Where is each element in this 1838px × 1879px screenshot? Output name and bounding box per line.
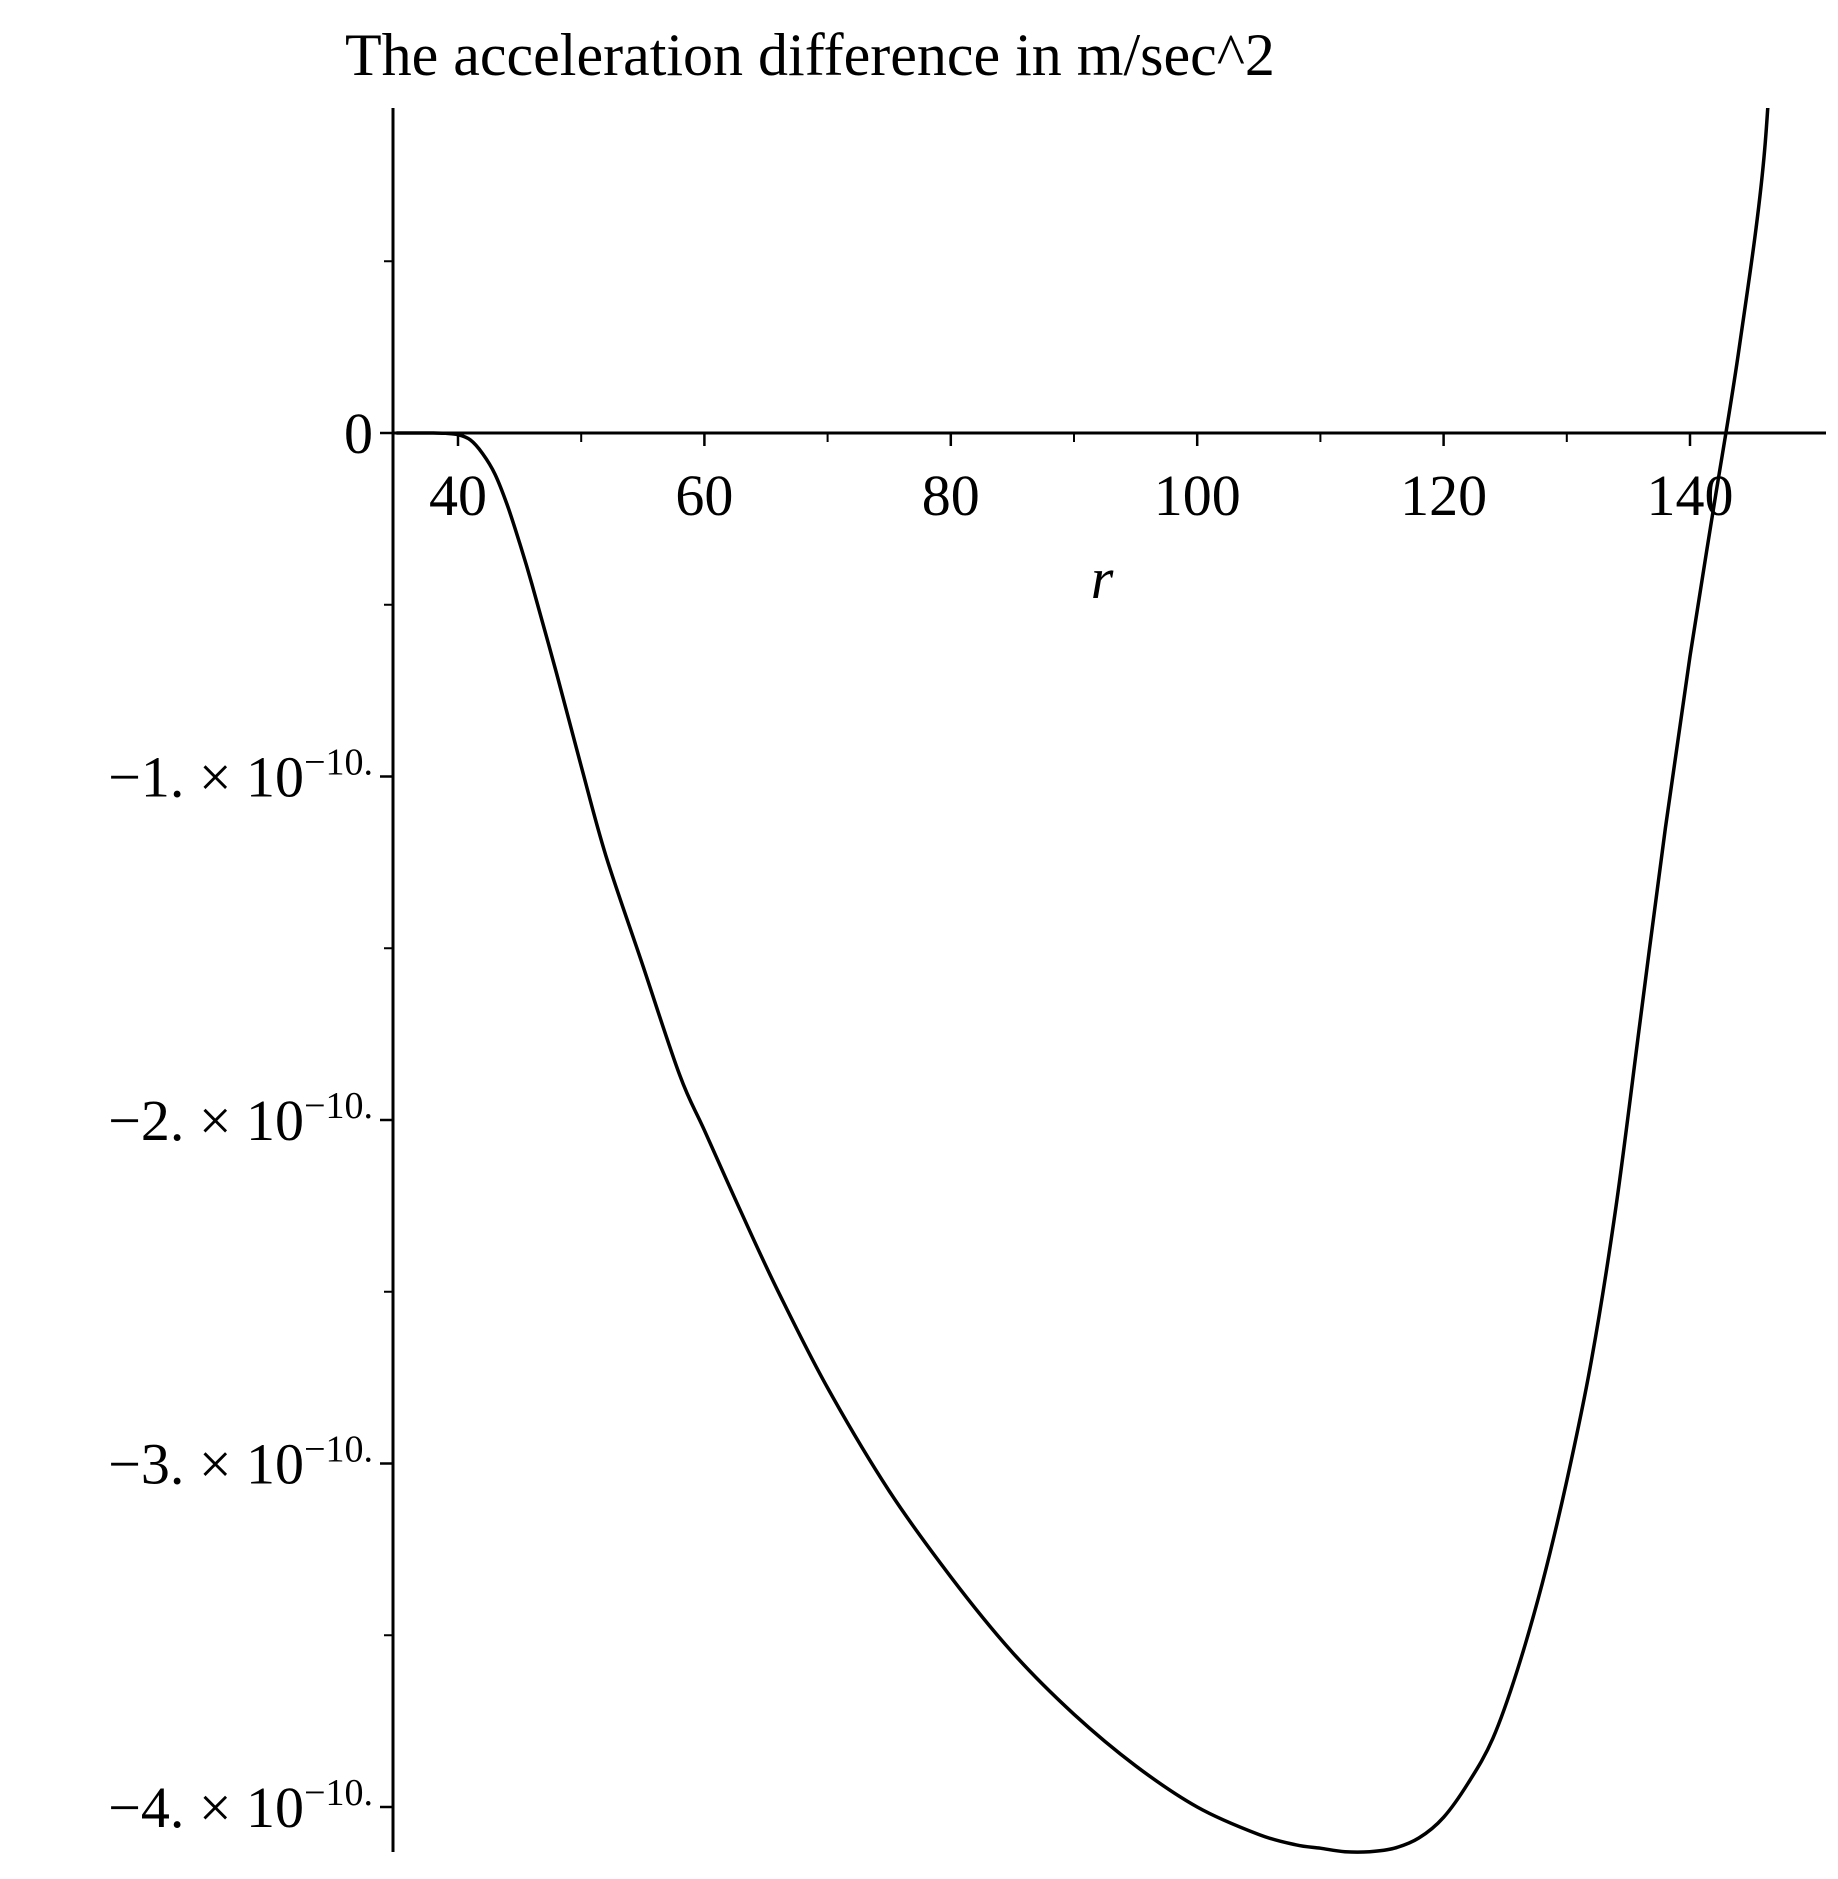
x-tick-label: 40 (429, 463, 487, 528)
y-tick-label: −1. × 10−10. (108, 742, 373, 810)
y-tick-exponent: −10. (304, 1085, 373, 1127)
y-tick-label: −3. × 10−10. (108, 1429, 373, 1497)
series (396, 108, 1770, 1854)
y-tick-exponent: −10. (304, 742, 373, 784)
x-tick-label: 120 (1400, 463, 1487, 528)
series-line (396, 108, 1770, 1854)
y-tick-label: 0 (344, 401, 373, 466)
x-tick-label: 60 (675, 463, 733, 528)
chart-title: The acceleration difference in m/sec^2 (345, 22, 1275, 88)
axes (391, 108, 1826, 1852)
x-tick-label: 100 (1154, 463, 1241, 528)
y-tick-exponent: −10. (304, 1429, 373, 1471)
y-tick-label: −2. × 10−10. (108, 1085, 373, 1153)
x-tick-label: 80 (922, 463, 980, 528)
x-axis-label: r (1091, 546, 1114, 611)
y-tick-exponent: −10. (304, 1772, 373, 1814)
y-tick-label: −4. × 10−10. (108, 1772, 373, 1840)
